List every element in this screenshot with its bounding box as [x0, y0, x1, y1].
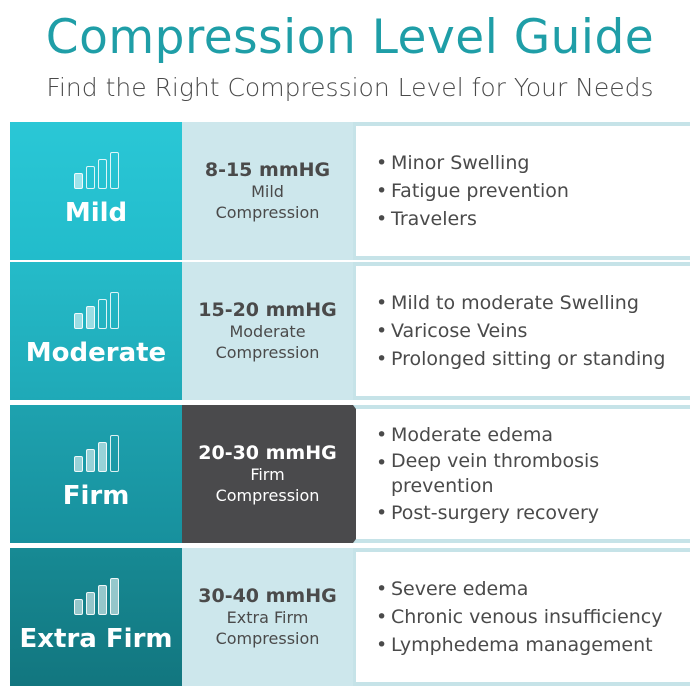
pressure-range: 30-40 mmHG — [198, 585, 337, 607]
level-name: Mild — [64, 198, 128, 228]
level-row-extra-firm: Extra Firm 30-40 mmHG Extra Firm Compres… — [10, 548, 690, 686]
bullet-icon: • — [376, 578, 388, 600]
uses-list: • Severe edema • Chronic venous insufficie… — [353, 548, 690, 686]
pressure-cell: 8-15 mmHG Mild Compression — [182, 122, 353, 260]
list-item: • Fatigue prevention — [376, 177, 690, 205]
pressure-desc-line1: Firm — [250, 465, 285, 484]
pressure-desc-line1: Moderate — [229, 322, 306, 341]
signal-bars-icon — [73, 435, 119, 472]
bullet-icon: • — [376, 292, 388, 314]
pressure-range: 20-30 mmHG — [198, 442, 337, 464]
bullet-icon: • — [376, 320, 388, 342]
level-row-mild: Mild 8-15 mmHG Mild Compression • Minor S… — [10, 122, 690, 260]
bullet-icon: • — [376, 152, 388, 174]
pressure-cell: 15-20 mmHG Moderate Compression — [182, 262, 353, 400]
pressure-desc-line1: Mild — [251, 182, 284, 201]
pressure-desc-line2: Compression — [215, 203, 320, 222]
bullet-icon: • — [376, 180, 388, 202]
pressure-desc-line2: Compression — [215, 486, 320, 505]
signal-bars-icon — [73, 152, 119, 189]
bullet-icon: • — [376, 606, 388, 628]
uses-list: • Mild to moderate Swelling • Varicose Vei… — [353, 262, 690, 400]
level-name: Firm — [62, 481, 130, 511]
list-item: • Moderate edema — [376, 421, 630, 449]
level-cell: Moderate — [10, 262, 182, 400]
level-cell: Mild — [10, 122, 182, 260]
pressure-desc-line2: Compression — [215, 629, 320, 648]
list-item: • Post-surgery recovery — [376, 499, 630, 527]
signal-bars-icon — [73, 292, 119, 329]
list-item: • Deep vein thrombosis prevention — [376, 450, 600, 497]
level-cell: Firm — [10, 405, 182, 543]
pressure-range: 8-15 mmHG — [204, 159, 331, 181]
bullet-icon: • — [376, 452, 388, 474]
list-item: • Chronic venous insufficiency — [376, 603, 690, 631]
pressure-desc-line1: Extra Firm — [226, 608, 309, 627]
page-title: Compression Level Guide — [45, 10, 655, 65]
list-item: • Mild to moderate Swelling — [376, 289, 690, 317]
list-item: • Lymphedema management — [376, 631, 690, 659]
pressure-cell: 30-40 mmHG Extra Firm Compression — [182, 548, 353, 686]
bullet-icon: • — [376, 424, 388, 446]
level-name: Moderate — [25, 338, 167, 368]
list-item: • Minor Swelling — [376, 149, 690, 177]
list-item: • Severe edema — [376, 575, 690, 603]
list-item: • Travelers — [376, 205, 690, 233]
uses-list: • Moderate edema • Deep vein thrombosis pr… — [353, 405, 690, 543]
uses-list: • Minor Swelling • Fatigue prevention • Tra… — [353, 122, 690, 260]
pressure-range: 15-20 mmHG — [198, 299, 337, 321]
list-item: • Prolonged sitting or standing — [376, 345, 690, 373]
level-cell: Extra Firm — [10, 548, 182, 686]
bullet-icon: • — [376, 208, 388, 230]
level-row-firm: Firm 20-30 mmHG Firm Compression • Modera… — [10, 405, 690, 543]
pressure-cell-highlighted: 20-30 mmHG Firm Compression — [182, 405, 353, 543]
signal-bars-icon — [73, 578, 119, 615]
page-subtitle: Find the Right Compression Level for You… — [46, 73, 654, 102]
level-name: Extra Firm — [19, 624, 173, 654]
level-row-moderate: Moderate 15-20 mmHG Moderate Compression… — [10, 262, 690, 400]
list-item: • Varicose Veins — [376, 317, 690, 345]
bullet-icon: • — [376, 348, 388, 370]
bullet-icon: • — [376, 634, 388, 656]
pressure-desc-line2: Compression — [215, 343, 320, 362]
bullet-icon: • — [376, 502, 388, 524]
